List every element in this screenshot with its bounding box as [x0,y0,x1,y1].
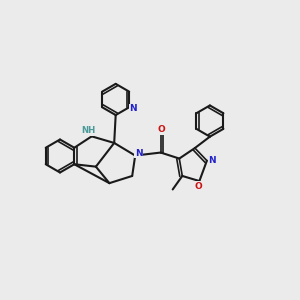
Text: N: N [130,104,137,113]
Text: NH: NH [81,127,95,136]
Text: O: O [194,182,202,191]
Text: N: N [135,148,142,158]
Text: O: O [158,125,165,134]
Text: N: N [208,155,216,164]
